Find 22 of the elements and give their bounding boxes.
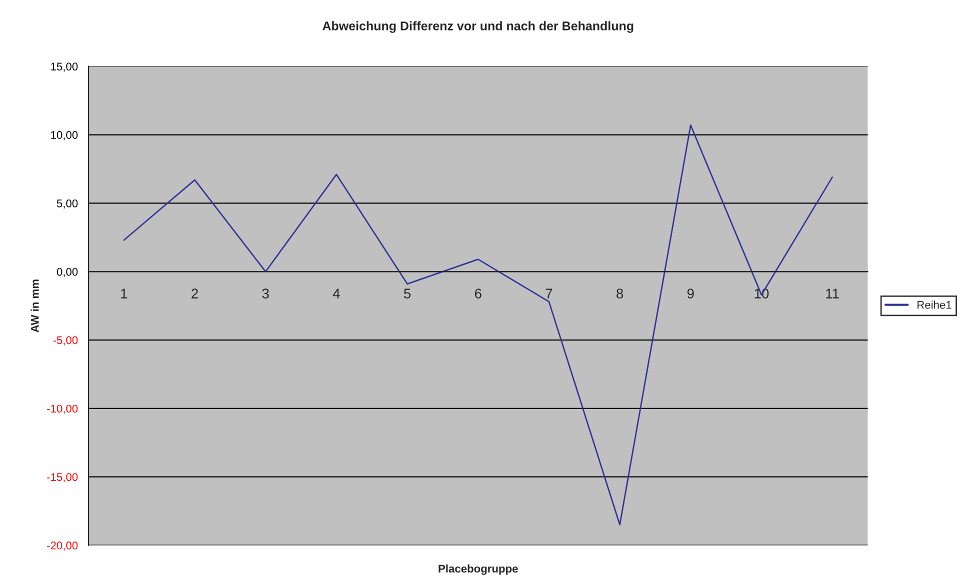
x-tick-label: 6: [474, 288, 482, 298]
y-tick-label: -5,00: [53, 336, 78, 346]
x-tick-label: 3: [262, 288, 269, 298]
x-tick-label: 5: [404, 288, 411, 298]
y-tick-label: -10,00: [47, 404, 78, 414]
x-tick-label: 8: [616, 288, 624, 298]
y-tick-label: -15,00: [47, 473, 78, 482]
y-tick-label: 15,00: [51, 62, 78, 72]
y-tick-label: 5,00: [56, 199, 78, 209]
y-tick-label: -20,00: [47, 542, 78, 551]
x-tick-label: 7: [546, 288, 552, 298]
x-tick-label: 11: [826, 288, 839, 298]
legend-label: Reihe1: [918, 300, 952, 309]
x-tick-label: 9: [687, 288, 694, 298]
y-tick-label: 0,00: [56, 268, 78, 278]
y-axis-title: AW in mm: [30, 280, 39, 332]
x-axis-title: Placebogruppe: [438, 564, 518, 575]
chart-title: Abweichung Differenz vor und nach der Behandlung: [322, 21, 634, 33]
x-tick-label: 2: [192, 288, 198, 298]
y-tick-label: 10,00: [51, 131, 78, 140]
x-tick-label: 1: [121, 288, 128, 298]
x-tick-label: 4: [332, 288, 340, 298]
